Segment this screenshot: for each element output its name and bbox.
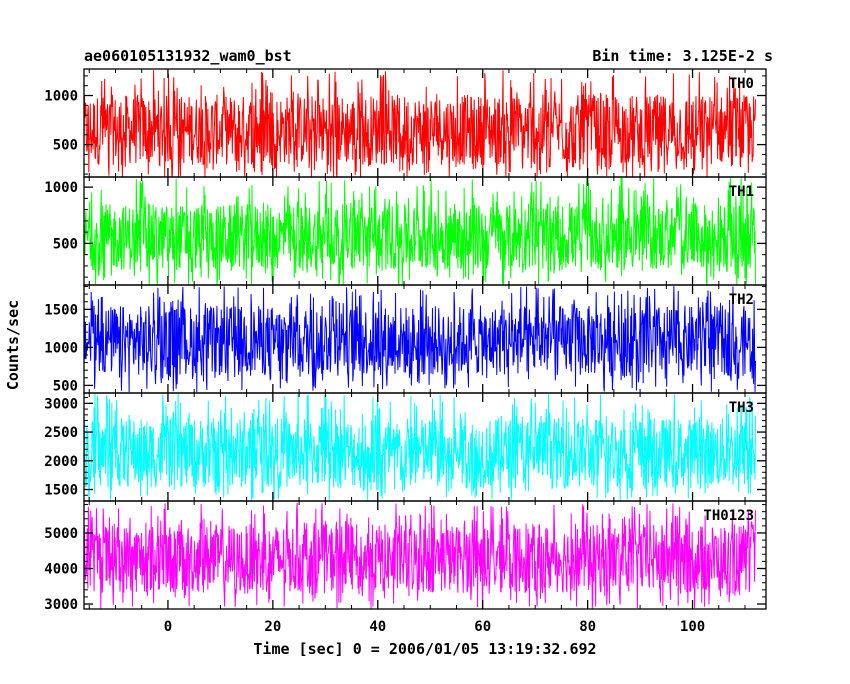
y-axis-label: Counts/sec bbox=[4, 300, 22, 390]
series-th0-line bbox=[83, 70, 757, 178]
y-tick-label: 2500 bbox=[44, 425, 78, 441]
y-tick-label: 3000 bbox=[44, 597, 78, 613]
panel-th2: 500 1000 1500 TH2 bbox=[44, 284, 767, 394]
panel-th0: 500 1000 TH0 bbox=[44, 68, 767, 178]
panel-frame bbox=[83, 500, 767, 610]
x-tick-label: 40 bbox=[369, 619, 386, 635]
y-tick-label: 1000 bbox=[44, 180, 78, 196]
x-tick-label: 0 bbox=[164, 619, 172, 635]
y-tick-label: 500 bbox=[53, 378, 78, 394]
y-tick-label: 2000 bbox=[44, 454, 78, 470]
y-tick-label: 5000 bbox=[44, 526, 78, 542]
bin-time-label: Bin time: 3.125E-2 s bbox=[592, 47, 773, 65]
y-tick-label: 3000 bbox=[44, 396, 78, 412]
panel-label-th1: TH1 bbox=[729, 184, 754, 200]
panel-label-th3: TH3 bbox=[729, 400, 754, 416]
x-tick-label: 100 bbox=[680, 619, 705, 635]
panel-th3: 1500 2000 2500 3000 TH3 bbox=[44, 392, 767, 502]
series-th1-line bbox=[83, 177, 757, 286]
series-th2-line bbox=[83, 286, 757, 393]
x-axis-label: Time [sec] 0 = 2006/01/05 13:19:32.692 bbox=[253, 640, 596, 658]
chart-title: ae060105131932_wam0_bst bbox=[84, 47, 292, 65]
y-tick-label: 1500 bbox=[44, 483, 78, 499]
y-tick-label: 500 bbox=[53, 138, 78, 154]
y-tick-label: 500 bbox=[53, 236, 78, 252]
series-th3-line bbox=[83, 393, 757, 501]
x-tick-label: 20 bbox=[264, 619, 281, 635]
y-tick-label: 1000 bbox=[44, 340, 78, 356]
y-tick-label: 1500 bbox=[44, 302, 78, 318]
y-tick-label: 4000 bbox=[44, 562, 78, 578]
panel-label-th0: TH0 bbox=[729, 76, 754, 92]
x-tick-label: 60 bbox=[474, 619, 491, 635]
panel-th1: 500 1000 TH1 bbox=[44, 176, 767, 286]
series-th0123-line bbox=[83, 502, 757, 609]
y-tick-label: 1000 bbox=[44, 89, 78, 105]
x-tick-label: 80 bbox=[579, 619, 596, 635]
panel-label-th2: TH2 bbox=[729, 292, 754, 308]
panel-label-th0123: TH0123 bbox=[703, 508, 754, 524]
panel-th0123: 3000 4000 5000 TH0123 bbox=[44, 500, 767, 613]
